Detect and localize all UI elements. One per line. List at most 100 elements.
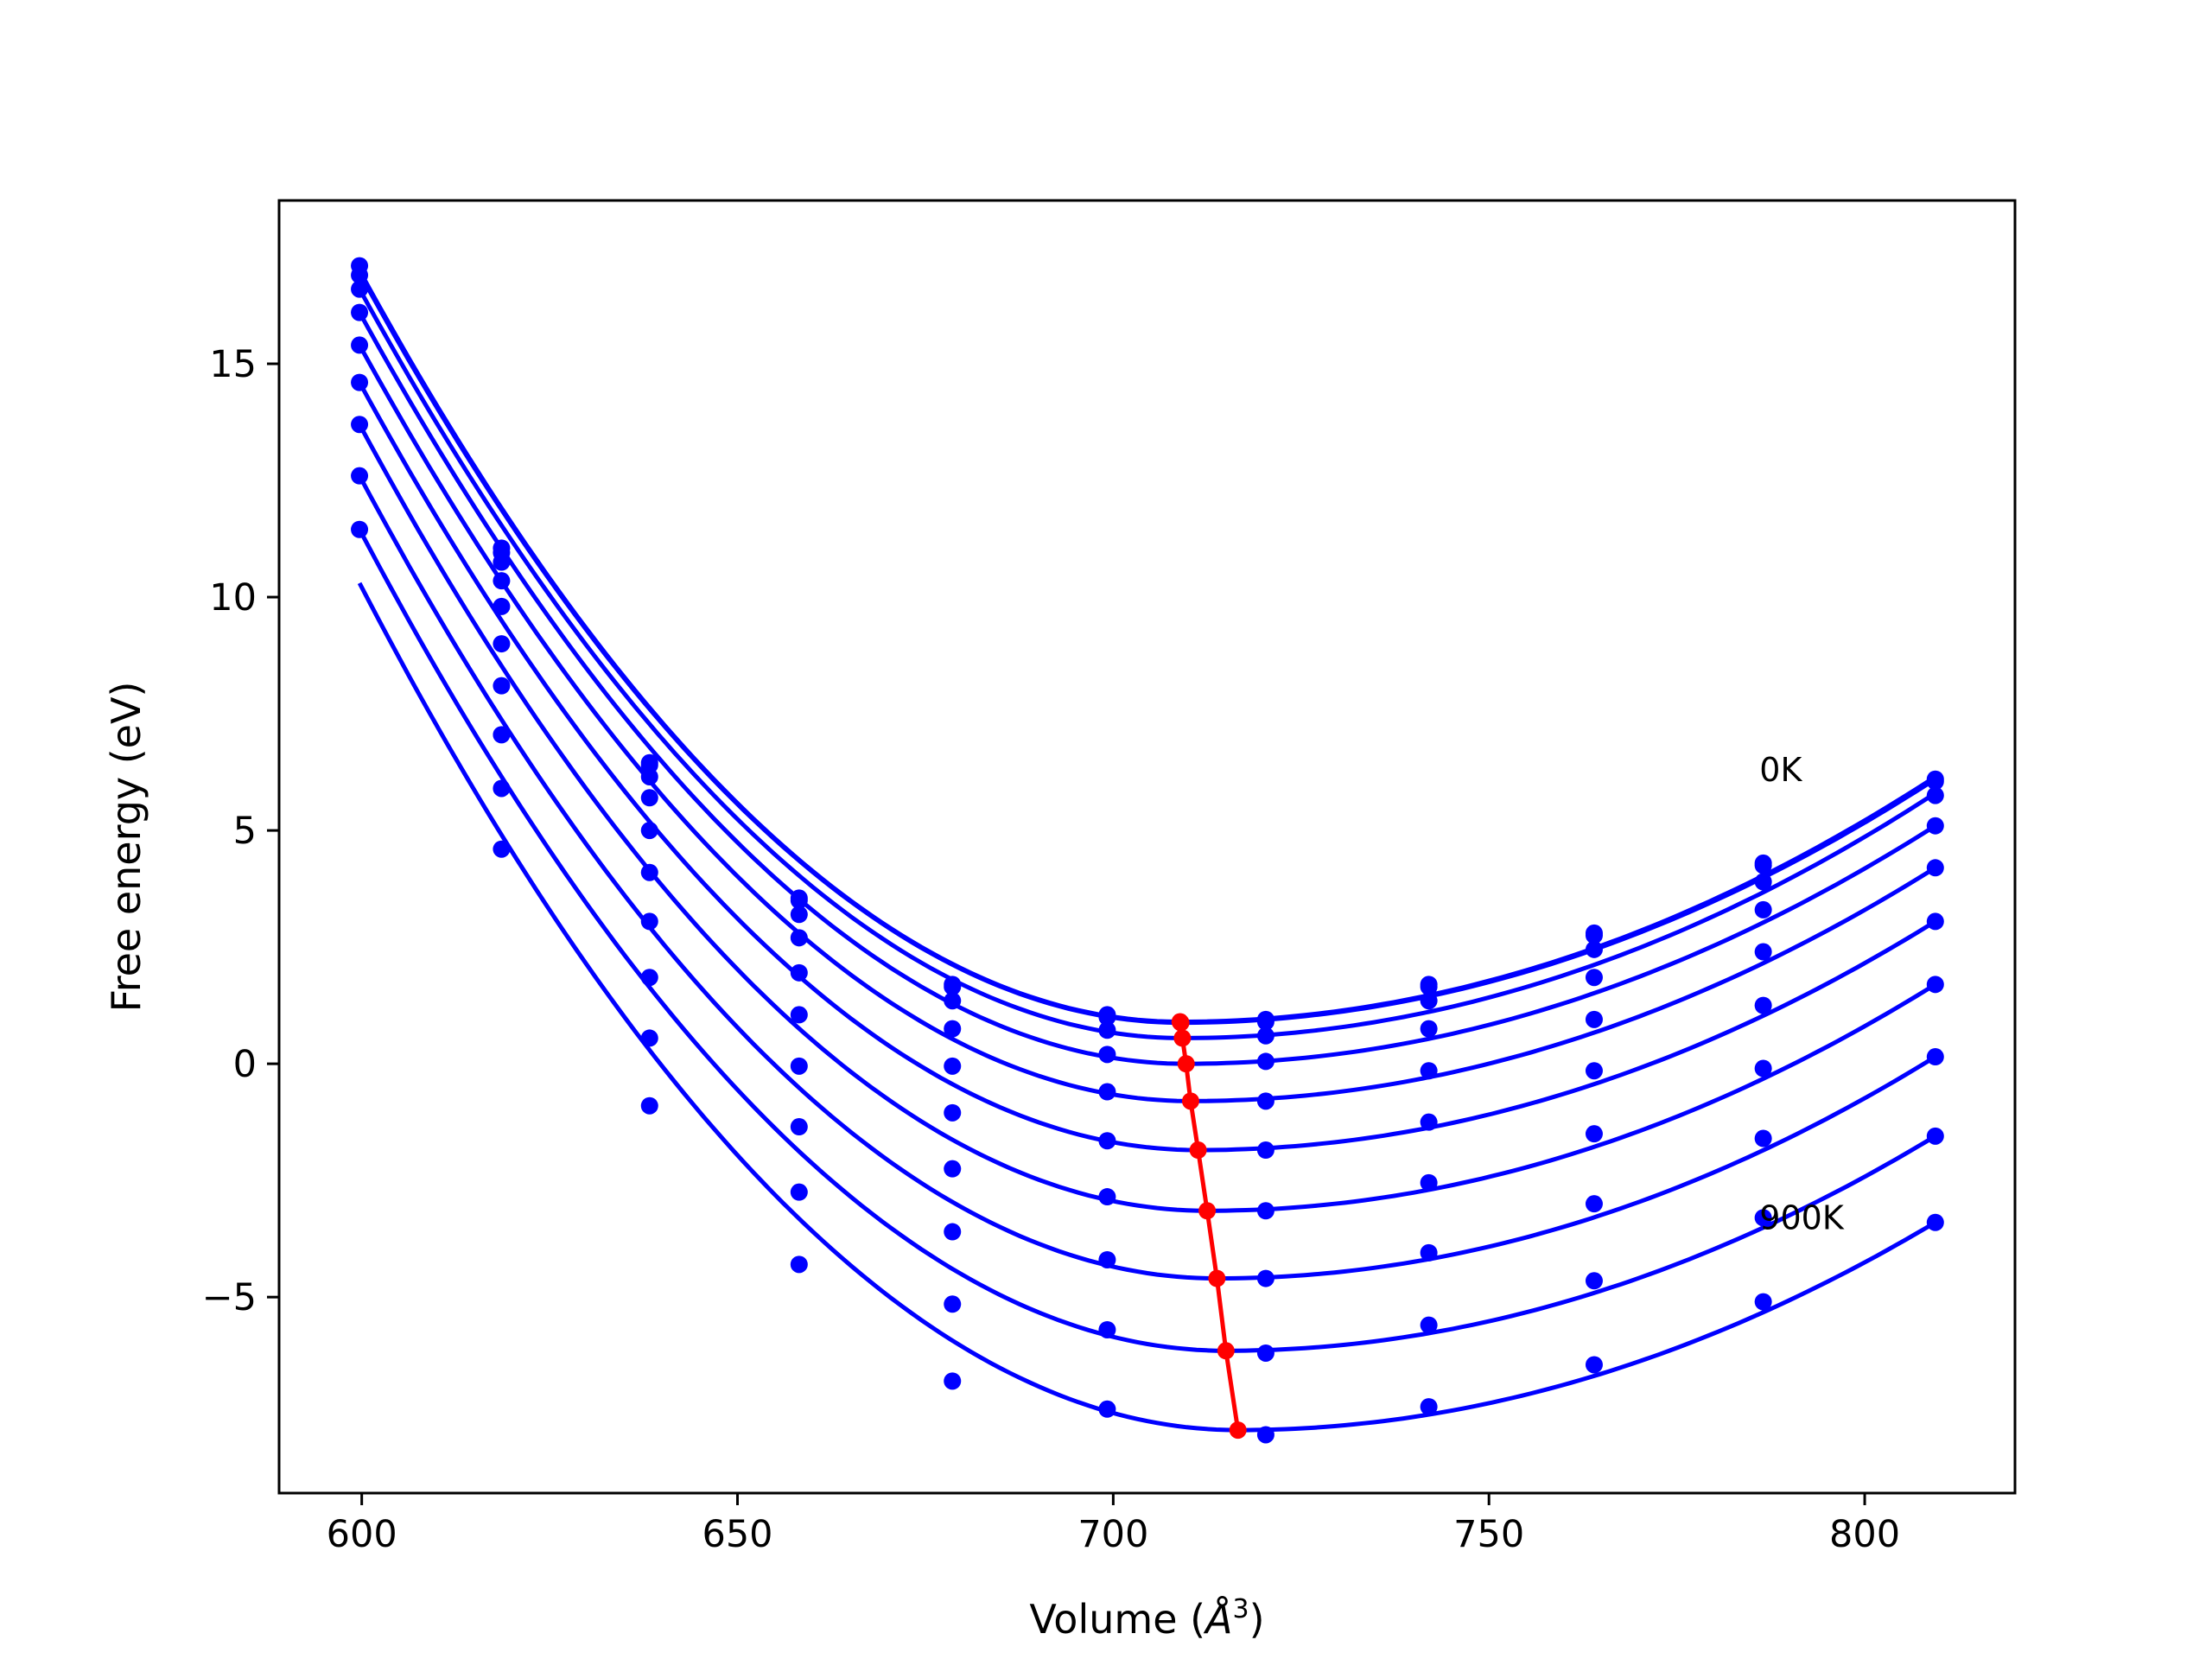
data-point	[1098, 1021, 1116, 1039]
x-tick-label: 600	[327, 1513, 397, 1556]
y-tick-label: 15	[209, 343, 257, 386]
data-point	[351, 416, 369, 434]
data-point	[1926, 772, 1944, 791]
data-point	[1256, 1027, 1274, 1045]
data-point	[1754, 996, 1772, 1014]
data-point	[1585, 1272, 1603, 1290]
data-point	[1256, 1202, 1274, 1220]
data-point	[640, 789, 658, 807]
data-point	[351, 303, 369, 321]
minimum-point	[1198, 1202, 1217, 1220]
data-point	[1754, 943, 1772, 961]
x-tick-label: 800	[1829, 1513, 1900, 1556]
data-point	[1926, 1048, 1944, 1066]
data-point	[1420, 1243, 1438, 1262]
data-point	[493, 635, 511, 653]
data-point	[790, 1183, 808, 1201]
data-point	[944, 1160, 962, 1178]
data-point	[944, 1020, 962, 1038]
data-point	[1754, 1293, 1772, 1311]
data-point	[944, 1103, 962, 1122]
data-point	[1926, 1213, 1944, 1231]
temperature-annotation: 900K	[1759, 1198, 1845, 1236]
data-point	[1754, 1059, 1772, 1077]
minimum-point	[1217, 1342, 1235, 1360]
y-axis-label: Free energy (eV)	[103, 682, 149, 1013]
minimum-point	[1173, 1029, 1192, 1047]
data-point	[1754, 873, 1772, 891]
data-point	[640, 1096, 658, 1115]
data-point	[1256, 1269, 1274, 1287]
x-tick-label: 750	[1453, 1513, 1524, 1556]
data-point	[1926, 912, 1944, 931]
data-point	[1754, 856, 1772, 874]
x-axis-label: Volume (Å3)	[1029, 1594, 1264, 1643]
data-point	[1585, 969, 1603, 987]
minimum-point	[1229, 1421, 1247, 1440]
data-point	[1754, 1209, 1772, 1227]
data-point	[493, 726, 511, 744]
temperature-annotation: 0K	[1759, 751, 1802, 789]
data-point	[790, 929, 808, 947]
data-point	[944, 1295, 962, 1313]
data-point	[1420, 1173, 1438, 1192]
data-point	[351, 336, 369, 354]
data-point	[493, 840, 511, 858]
data-point	[1420, 1398, 1438, 1416]
data-point	[1585, 1010, 1603, 1028]
annotations: 0K 900K	[1759, 751, 1845, 1236]
data-point	[1098, 1008, 1116, 1027]
free-energy-curve	[357, 423, 1937, 1213]
data-point	[1256, 1426, 1274, 1444]
data-point	[1256, 1344, 1274, 1362]
data-point	[1585, 926, 1603, 944]
data-point	[1420, 1020, 1438, 1038]
minimum-point	[1189, 1141, 1207, 1160]
free-energy-curve	[357, 271, 1937, 1026]
data-point	[1420, 1113, 1438, 1131]
data-point	[351, 467, 369, 485]
data-point	[790, 1006, 808, 1024]
plot-area	[351, 257, 1944, 1444]
data-point	[640, 912, 658, 931]
data-point	[790, 1057, 808, 1075]
data-point	[1420, 1316, 1438, 1334]
data-point	[1585, 1062, 1603, 1080]
y-tick-label: 10	[209, 576, 257, 620]
data-point	[1098, 1188, 1116, 1206]
data-point	[1926, 817, 1944, 835]
x-tick-label: 650	[702, 1513, 772, 1556]
data-point	[1926, 976, 1944, 994]
data-point	[1754, 900, 1772, 918]
data-point	[351, 266, 369, 284]
data-point	[790, 1255, 808, 1274]
free-energy-curve	[357, 582, 1937, 1433]
data-point	[1585, 1195, 1603, 1213]
free-energy-curve	[357, 344, 1937, 1103]
data-point	[351, 520, 369, 538]
data-point	[1256, 1092, 1274, 1110]
data-point	[493, 779, 511, 798]
y-axis: 15 10 5 0 −5	[202, 343, 279, 1319]
data-point	[1098, 1046, 1116, 1064]
data-point	[1420, 1062, 1438, 1080]
data-point	[351, 373, 369, 391]
data-point	[1420, 978, 1438, 996]
minimum-point	[1172, 1014, 1190, 1032]
data-point	[1098, 1320, 1116, 1338]
x-tick-label: 700	[1077, 1513, 1148, 1556]
data-point	[1926, 786, 1944, 804]
data-point	[1926, 1127, 1944, 1145]
free-energy-curve	[357, 288, 1937, 1040]
free-energy-curve	[357, 311, 1937, 1066]
data-point	[1256, 1141, 1274, 1160]
data-point	[790, 963, 808, 982]
data-point	[1754, 1129, 1772, 1147]
data-point	[1256, 1013, 1274, 1031]
x-axis: 600 650 700 750 800	[327, 1493, 1900, 1556]
data-point	[1585, 1125, 1603, 1143]
free-energy-curve	[357, 528, 1937, 1353]
data-point	[1926, 859, 1944, 877]
